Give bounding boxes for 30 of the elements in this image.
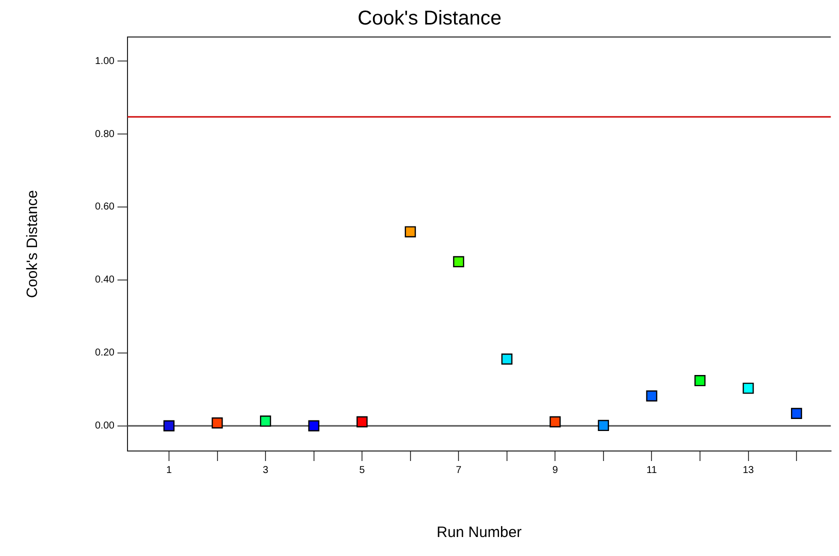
point	[356, 416, 368, 428]
x-tick-label: 1	[166, 464, 172, 476]
x-tick-label: 13	[742, 464, 754, 476]
x-tick-label: 7	[456, 464, 462, 476]
point	[694, 375, 706, 386]
y-tick-label: 0.80	[94, 128, 115, 140]
point	[598, 420, 609, 432]
y-tick-label: 0.60	[94, 202, 115, 213]
point	[260, 416, 272, 427]
point	[501, 354, 512, 365]
x-tick-label: 5	[359, 464, 366, 476]
y-tick-label: 0.40	[94, 274, 115, 286]
point	[646, 390, 658, 402]
x-tick-label: 9	[552, 464, 558, 476]
x-tick-label: 11	[646, 464, 658, 476]
x-tick-label: 3	[262, 464, 269, 476]
point	[212, 417, 223, 428]
point	[404, 226, 416, 238]
point	[742, 382, 754, 394]
point	[163, 420, 175, 432]
y-axis-title: Cook's Distance	[24, 190, 42, 298]
point	[308, 420, 320, 432]
chart-title: Cook's Distance	[358, 8, 502, 30]
x-axis-title: Run Number	[436, 524, 522, 542]
point	[550, 416, 561, 428]
point	[453, 256, 464, 268]
y-tick-label: 1.00	[94, 56, 115, 67]
point	[790, 408, 802, 419]
y-tick-label: 0.00	[94, 420, 115, 432]
y-tick-label: 0.20	[94, 348, 115, 359]
